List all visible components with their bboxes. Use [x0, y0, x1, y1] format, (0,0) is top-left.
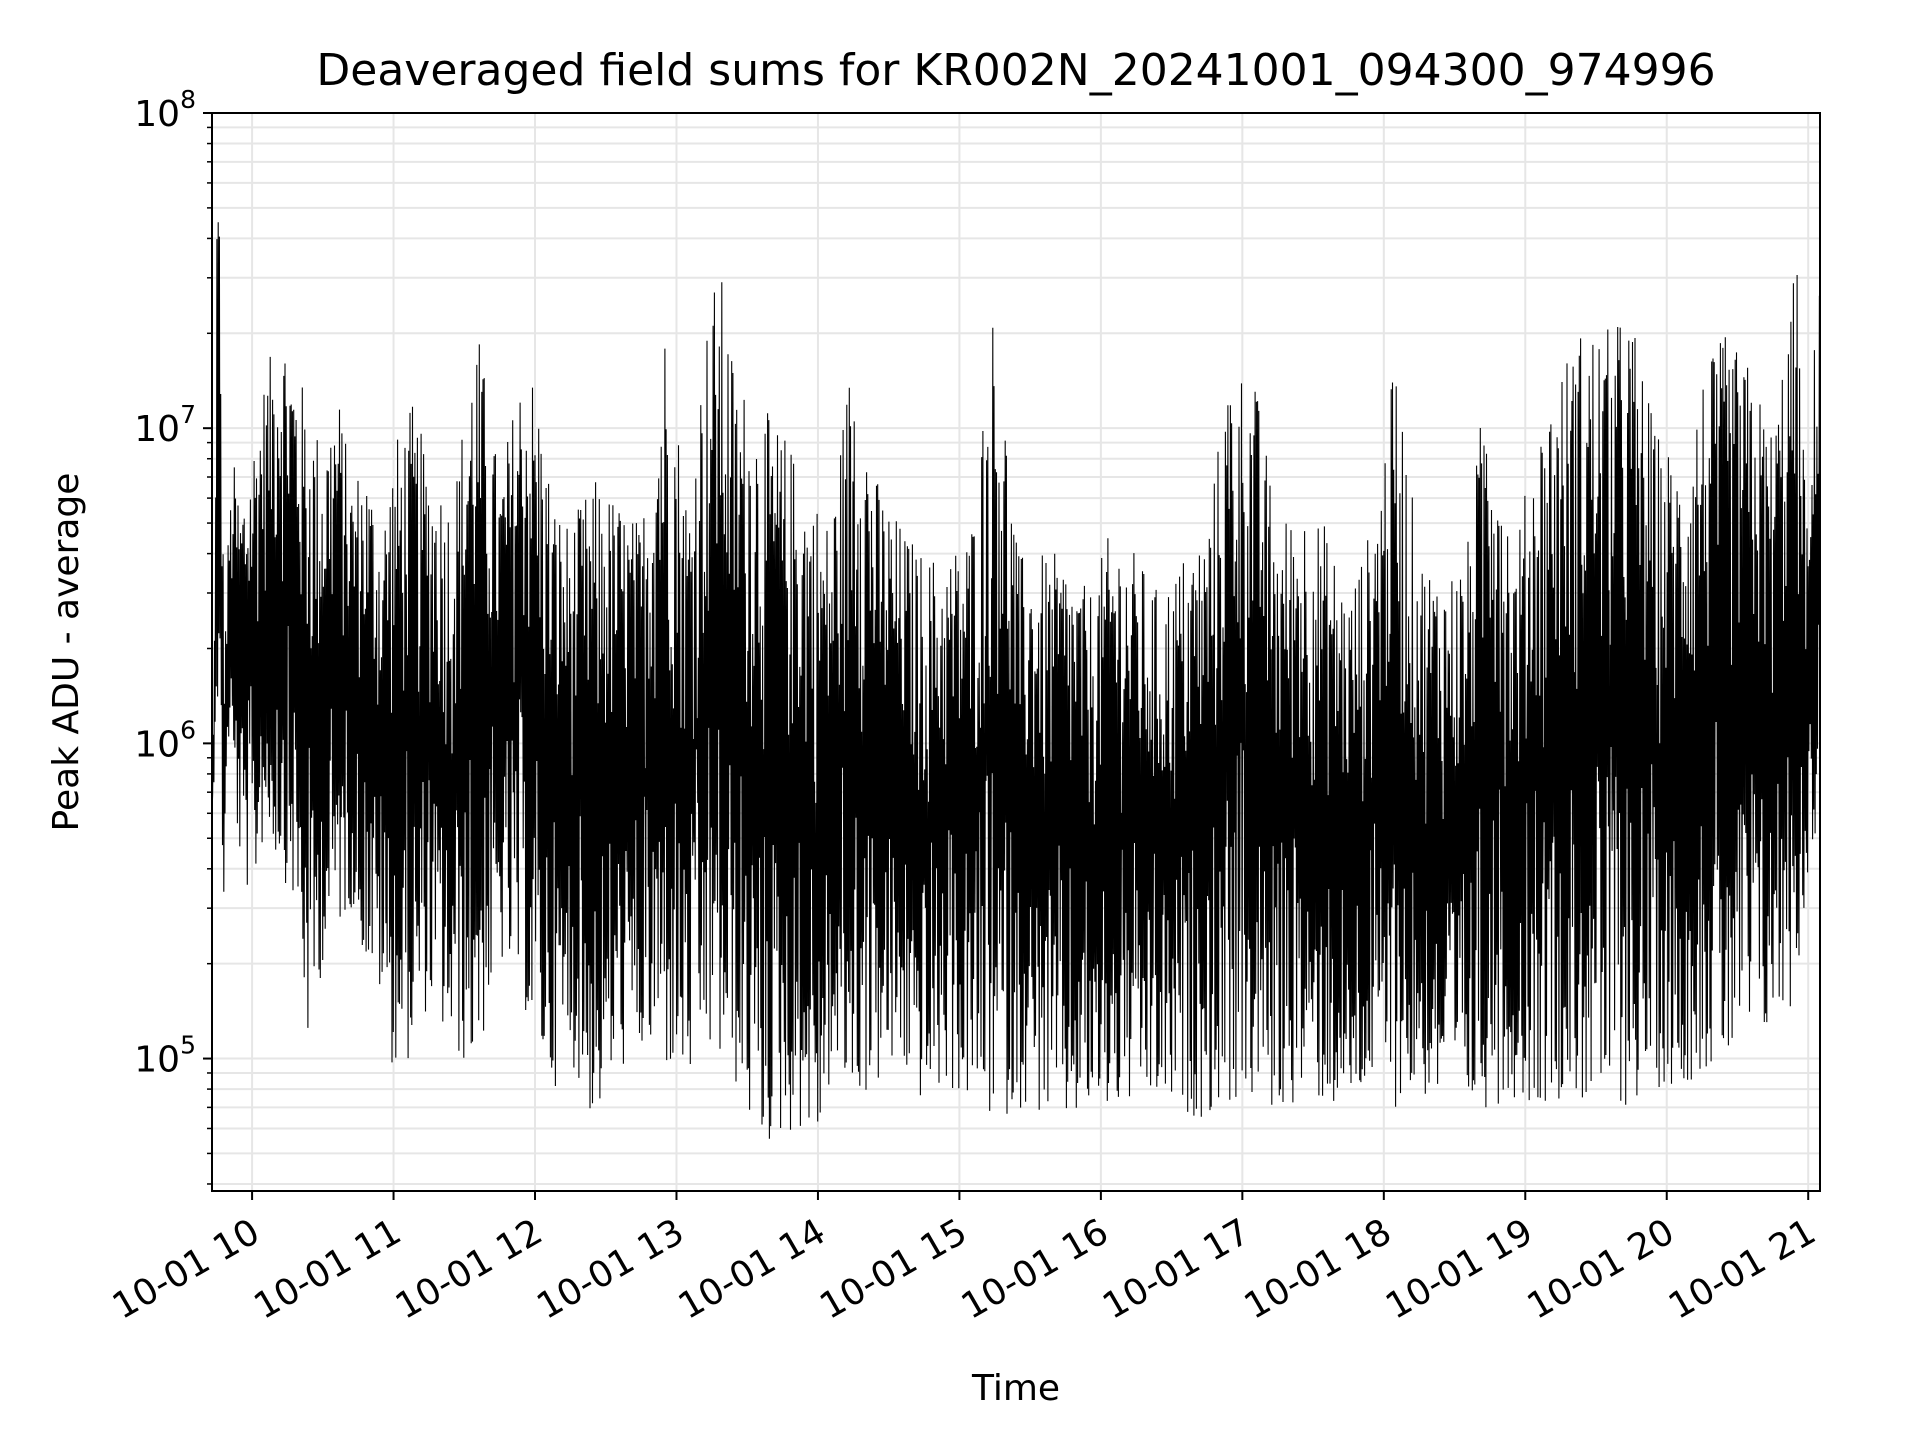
series-line-layer [211, 222, 1821, 1139]
y-tick-label: 107 [134, 400, 196, 450]
y-axis-label: Peak ADU - average [46, 473, 87, 832]
y-tick-label: 106 [134, 715, 196, 765]
y-tick-label: 105 [134, 1031, 196, 1081]
x-axis-label: Time [971, 1368, 1060, 1409]
y-tick-label: 108 [134, 85, 196, 135]
chart-title: Deaveraged field sums for KR002N_2024100… [316, 45, 1715, 96]
series-line [211, 222, 1821, 1139]
plot-frame [211, 112, 1821, 1192]
